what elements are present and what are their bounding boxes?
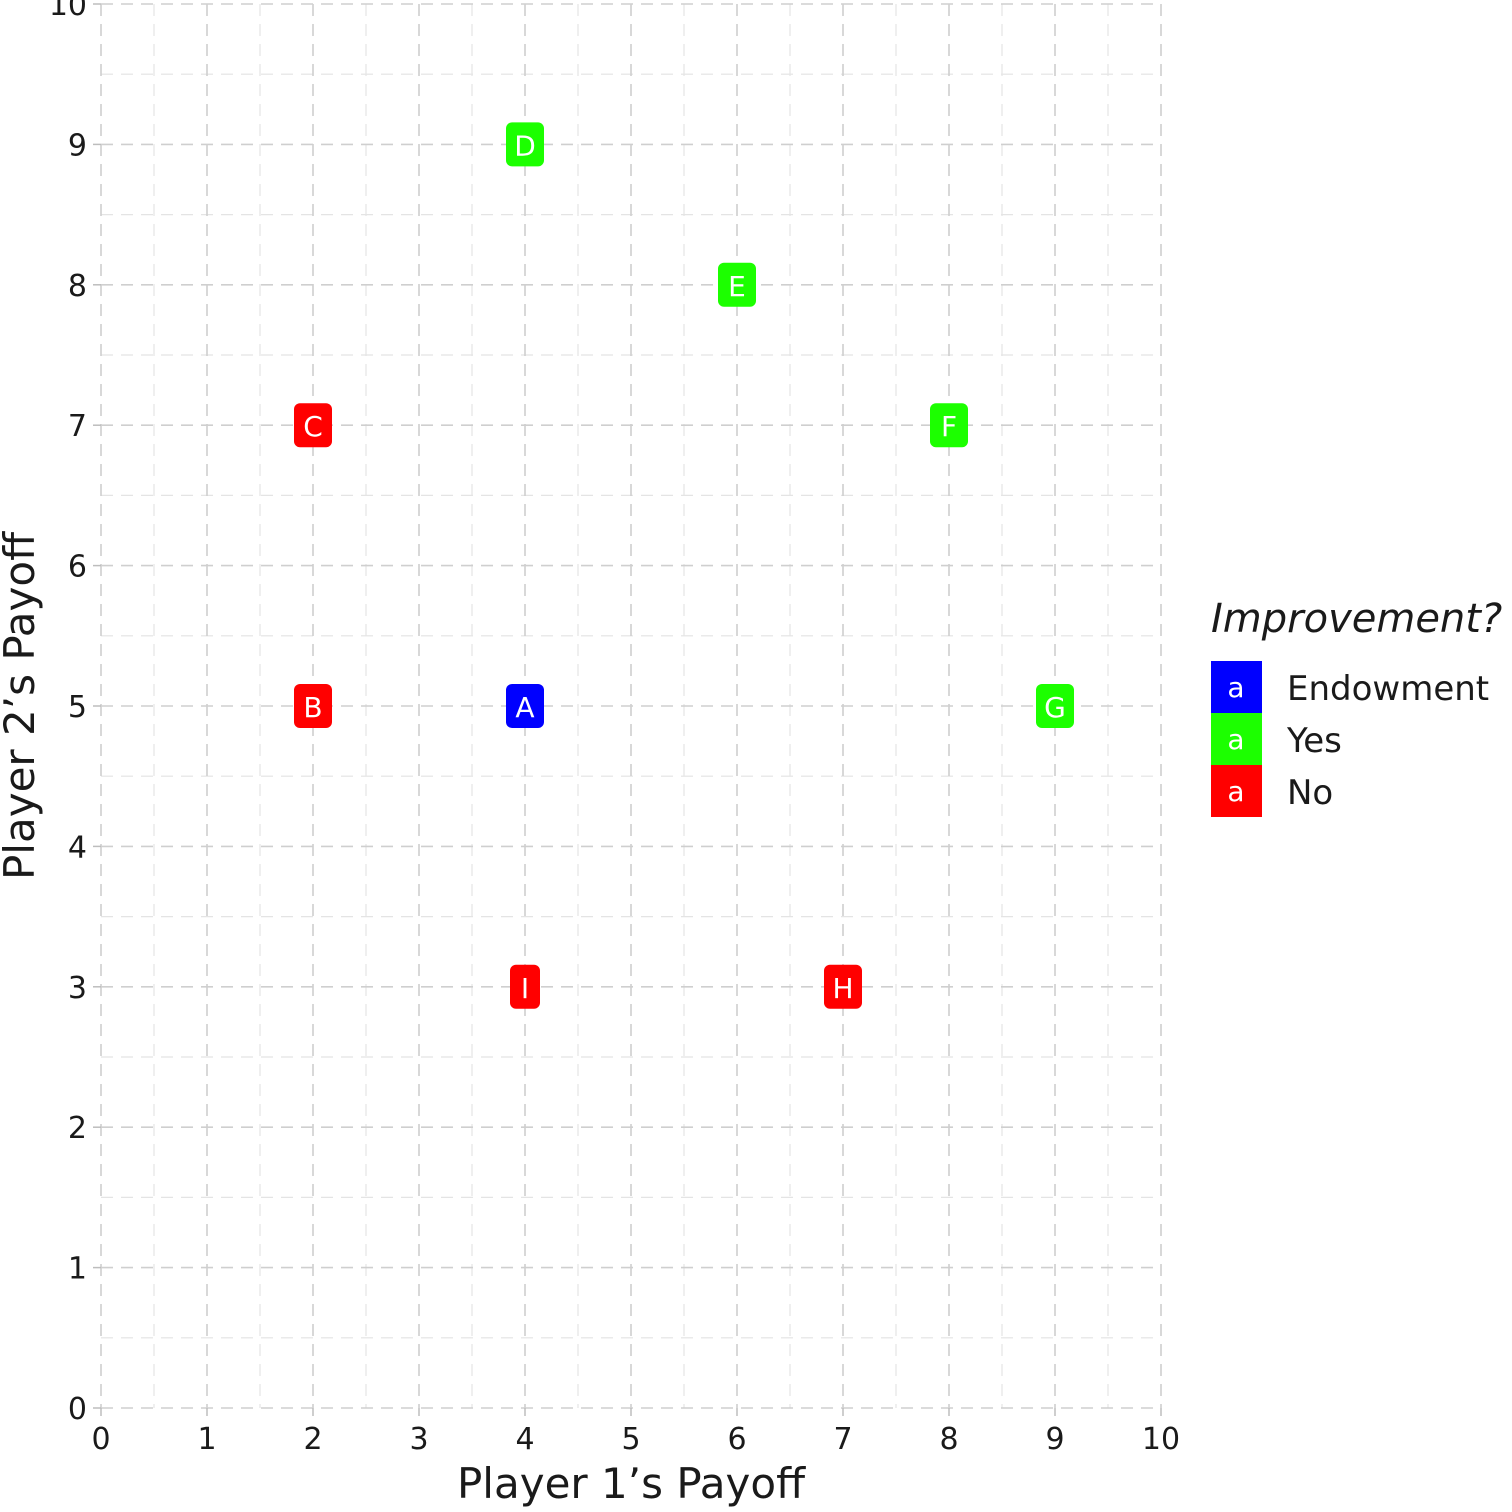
legend-key bbox=[1211, 765, 1262, 817]
point-marker bbox=[294, 684, 332, 728]
grid bbox=[100, 3, 1162, 1409]
point-text: B bbox=[303, 691, 322, 724]
point-text: F bbox=[941, 410, 957, 443]
legend-key bbox=[1211, 713, 1262, 765]
point-marker bbox=[510, 964, 540, 1009]
point-marker bbox=[506, 122, 544, 167]
y-tick-label: 10 bbox=[49, 0, 87, 23]
y-tick-label: 0 bbox=[68, 1392, 87, 1427]
legend: Improvement? a Endowment a Yes a No bbox=[1211, 596, 1502, 817]
legend-key-glyph: a bbox=[1227, 723, 1244, 756]
y-axis-title: Player 2’s Payoff bbox=[0, 531, 44, 880]
point-text: D bbox=[514, 129, 536, 162]
point-marker bbox=[930, 403, 968, 448]
point-label-H: H bbox=[824, 964, 862, 1009]
x-tick-label: 6 bbox=[727, 1422, 746, 1457]
y-tick-label: 2 bbox=[68, 1111, 87, 1146]
y-tick-label: 3 bbox=[68, 971, 87, 1006]
legend-title: Improvement? bbox=[1211, 596, 1502, 642]
y-axis-tick-labels: 0 1 2 3 4 5 6 7 8 9 10 bbox=[49, 0, 87, 1427]
y-tick-label: 9 bbox=[68, 128, 87, 163]
x-tick-label: 5 bbox=[621, 1422, 640, 1457]
legend-label: Endowment bbox=[1287, 669, 1489, 709]
x-tick-label: 3 bbox=[409, 1422, 428, 1457]
legend-key bbox=[1211, 661, 1262, 713]
point-label-I: I bbox=[510, 964, 540, 1009]
y-tick-label: 8 bbox=[68, 269, 87, 304]
point-text: E bbox=[728, 270, 746, 303]
point-label-D: D bbox=[506, 122, 544, 167]
x-tick-label: 8 bbox=[939, 1422, 958, 1457]
legend-key-glyph: a bbox=[1227, 671, 1244, 704]
point-text: H bbox=[832, 972, 853, 1005]
point-marker bbox=[294, 403, 332, 448]
point-text: G bbox=[1044, 691, 1066, 724]
x-tick-label: 0 bbox=[91, 1422, 110, 1457]
y-tick-label: 7 bbox=[68, 409, 87, 444]
point-marker bbox=[718, 262, 756, 307]
point-label-C: C bbox=[294, 403, 332, 448]
x-axis-title: Player 1’s Payoff bbox=[457, 1459, 806, 1508]
x-axis-tick-labels: 0 1 2 3 4 5 6 7 8 9 10 bbox=[91, 1422, 1180, 1457]
y-tick-label: 6 bbox=[68, 550, 87, 585]
y-tick-label: 5 bbox=[68, 690, 87, 725]
point-marker bbox=[1036, 684, 1074, 728]
point-marker bbox=[824, 964, 862, 1009]
legend-label: Yes bbox=[1286, 721, 1342, 761]
y-tick-label: 1 bbox=[68, 1252, 87, 1287]
point-label-E: E bbox=[718, 262, 756, 307]
legend-entry-endowment: a Endowment bbox=[1211, 661, 1489, 713]
x-tick-label: 10 bbox=[1142, 1422, 1180, 1457]
x-tick-label: 7 bbox=[833, 1422, 852, 1457]
x-tick-label: 2 bbox=[303, 1422, 322, 1457]
point-label-G: G bbox=[1036, 684, 1074, 728]
axis-ticks bbox=[93, 3, 1162, 1416]
point-text: A bbox=[515, 691, 534, 724]
point-label-A: A bbox=[506, 684, 544, 728]
legend-entry-no: a No bbox=[1211, 765, 1333, 817]
point-text: I bbox=[521, 972, 529, 1005]
point-label-F: F bbox=[930, 403, 968, 448]
data-points: A B C D E F G H I bbox=[294, 122, 1074, 1009]
point-label-B: B bbox=[294, 684, 332, 728]
x-tick-label: 4 bbox=[515, 1422, 534, 1457]
legend-key-glyph: a bbox=[1227, 775, 1244, 808]
legend-entry-yes: a Yes bbox=[1211, 713, 1342, 765]
point-text: C bbox=[303, 410, 323, 443]
point-marker bbox=[506, 684, 544, 728]
x-tick-label: 1 bbox=[197, 1422, 216, 1457]
y-tick-label: 4 bbox=[68, 830, 87, 865]
legend-label: No bbox=[1287, 773, 1333, 813]
x-tick-label: 9 bbox=[1045, 1422, 1064, 1457]
